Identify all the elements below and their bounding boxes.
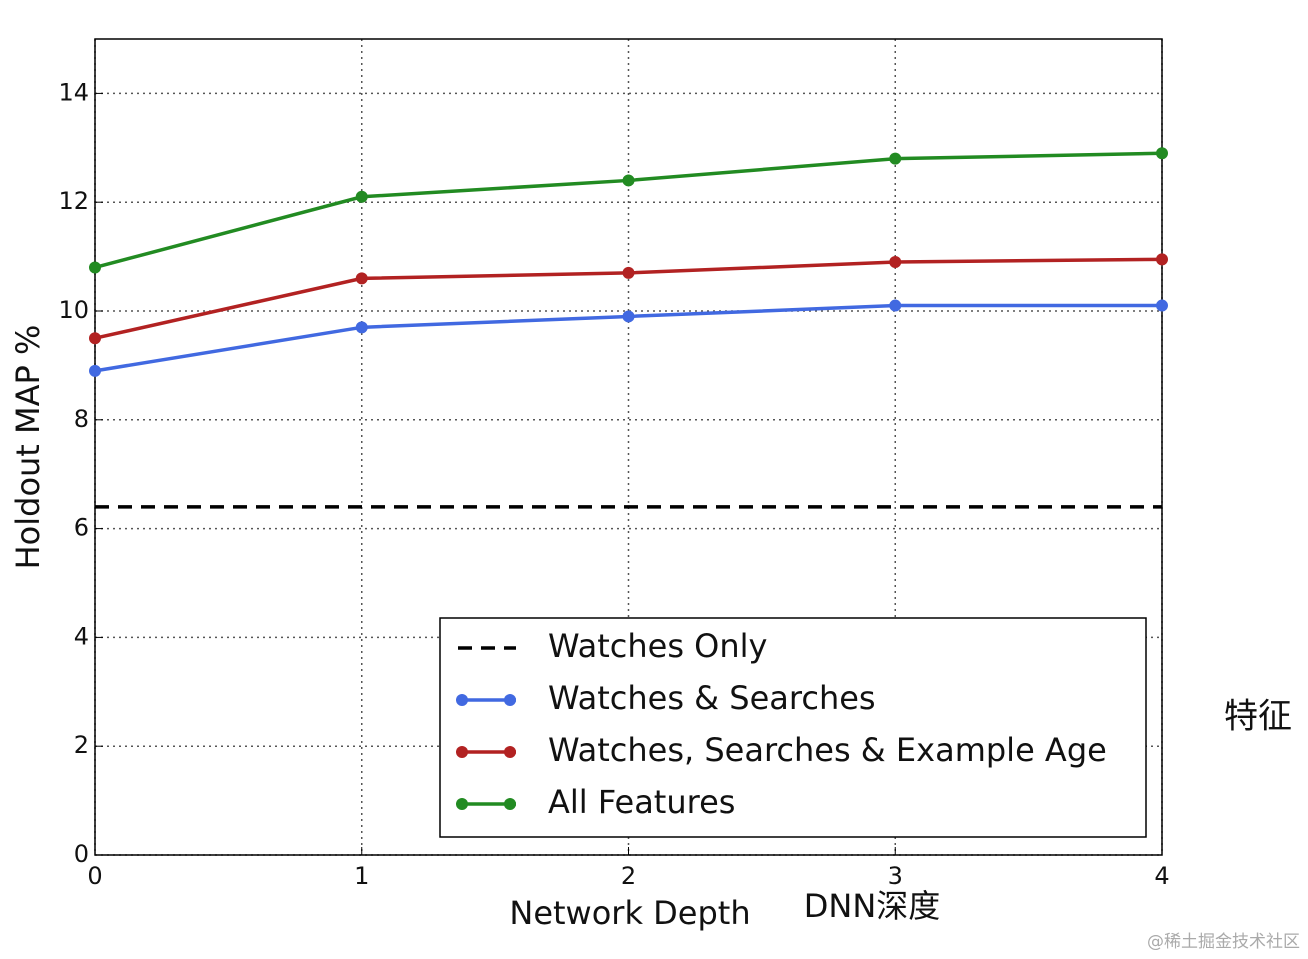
x-tick-label: 2 xyxy=(621,862,636,890)
point xyxy=(889,256,902,269)
x-tick-label: 3 xyxy=(888,862,903,890)
point xyxy=(622,174,635,187)
y-tick-label: 12 xyxy=(58,187,89,215)
x-tick-label: 4 xyxy=(1154,862,1169,890)
point xyxy=(889,152,902,165)
point xyxy=(355,190,368,203)
point xyxy=(89,364,101,377)
legend-marker xyxy=(456,746,468,758)
point xyxy=(622,310,635,323)
x-tick-label: 1 xyxy=(354,862,369,890)
y-tick-label: 0 xyxy=(74,840,89,868)
y-tick-label: 10 xyxy=(58,296,89,324)
legend-label: Watches Only xyxy=(548,627,767,665)
y-tick-label: 6 xyxy=(74,514,89,542)
legend-marker xyxy=(456,694,468,706)
point xyxy=(355,321,368,334)
point xyxy=(355,272,368,285)
legend-box xyxy=(439,617,1147,838)
watermark: @稀土掘金技术社区 xyxy=(1147,932,1300,952)
legend-marker xyxy=(504,694,516,706)
legend-label: Watches & Searches xyxy=(548,679,876,717)
point xyxy=(1156,253,1168,266)
point xyxy=(1156,299,1168,312)
legend-label: All Features xyxy=(548,783,735,821)
plot-frame xyxy=(94,38,1163,856)
point xyxy=(622,266,635,279)
x-tick-label: 0 xyxy=(87,862,102,890)
x-axis-label: Network Depth xyxy=(509,894,750,932)
legend-marker xyxy=(504,746,516,758)
point xyxy=(89,332,101,345)
y-tick-label: 8 xyxy=(74,405,89,433)
y-tick-label: 4 xyxy=(74,622,89,650)
y-tick-label: 2 xyxy=(74,731,89,759)
legend-marker xyxy=(504,798,516,810)
y-tick-label: 14 xyxy=(58,78,89,106)
point xyxy=(89,261,101,274)
legend-label: Watches, Searches & Example Age xyxy=(548,731,1107,769)
annotation: 特征 xyxy=(1224,697,1292,737)
y-axis-label: Holdout MAP % xyxy=(9,325,47,570)
legend-marker xyxy=(456,798,468,810)
point xyxy=(889,299,902,312)
point xyxy=(1156,147,1168,160)
annotation: DNN深度 xyxy=(804,887,941,925)
